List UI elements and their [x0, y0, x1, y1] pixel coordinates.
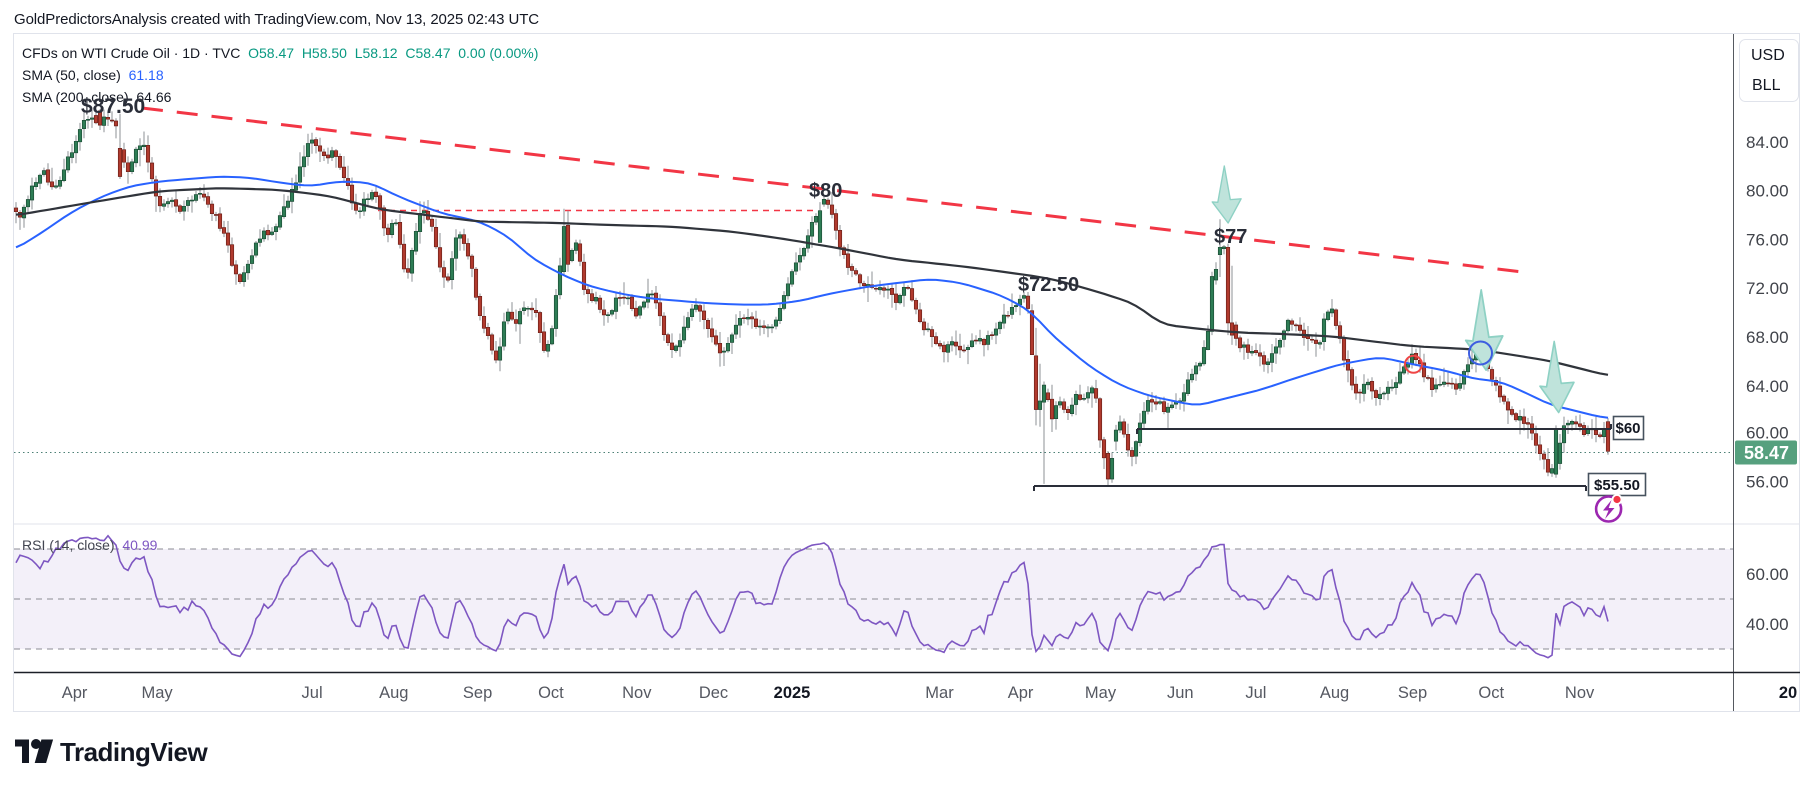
svg-text:20: 20 [1779, 684, 1797, 702]
svg-text:$77: $77 [1214, 226, 1247, 248]
svg-text:64.00: 64.00 [1746, 377, 1789, 396]
svg-text:Sep: Sep [1398, 684, 1427, 702]
svg-text:Oct: Oct [1478, 684, 1504, 702]
svg-text:68.00: 68.00 [1746, 328, 1789, 347]
svg-text:SMA (200, close) 64.66: SMA (200, close) 64.66 [22, 89, 172, 105]
svg-text:$87.50: $87.50 [81, 95, 145, 118]
svg-text:Oct: Oct [538, 684, 564, 702]
svg-text:BLL: BLL [1752, 77, 1781, 94]
svg-text:80.00: 80.00 [1746, 182, 1789, 201]
svg-text:$72.50: $72.50 [1018, 274, 1079, 296]
svg-text:2025: 2025 [774, 684, 811, 702]
svg-text:72.00: 72.00 [1746, 279, 1789, 298]
svg-text:Aug: Aug [379, 684, 408, 702]
svg-text:SMA (50, close) 61.18: SMA (50, close) 61.18 [22, 67, 164, 83]
svg-text:Apr: Apr [1008, 684, 1034, 702]
svg-text:60.00: 60.00 [1746, 565, 1789, 584]
svg-text:Mar: Mar [925, 684, 954, 702]
svg-text:58.47: 58.47 [1744, 443, 1789, 463]
svg-text:USD: USD [1751, 47, 1785, 64]
svg-text:84.00: 84.00 [1746, 133, 1789, 152]
svg-text:56.00: 56.00 [1746, 473, 1789, 492]
svg-text:Jul: Jul [302, 684, 323, 702]
svg-text:May: May [142, 684, 174, 702]
svg-text:GoldPredictorsAnalysis created: GoldPredictorsAnalysis created with Trad… [14, 11, 539, 28]
svg-text:Dec: Dec [699, 684, 728, 702]
svg-text:Nov: Nov [1565, 684, 1595, 702]
svg-text:Aug: Aug [1320, 684, 1349, 702]
svg-text:40.00: 40.00 [1746, 615, 1789, 634]
svg-text:76.00: 76.00 [1746, 230, 1789, 249]
svg-text:May: May [1085, 684, 1117, 702]
svg-text:Apr: Apr [62, 684, 88, 702]
svg-text:$60: $60 [1615, 420, 1640, 437]
svg-text:Jul: Jul [1245, 684, 1266, 702]
svg-text:TradingView: TradingView [60, 737, 208, 767]
svg-text:60.00: 60.00 [1746, 424, 1789, 443]
svg-text:Nov: Nov [622, 684, 652, 702]
svg-text:CFDs on WTI Crude Oil · 1D · T: CFDs on WTI Crude Oil · 1D · TVC O58.47 … [22, 45, 538, 61]
svg-text:Sep: Sep [463, 684, 492, 702]
svg-text:RSI (14, close) 40.99: RSI (14, close) 40.99 [22, 537, 158, 553]
svg-text:$55.50: $55.50 [1594, 477, 1640, 494]
svg-text:$80: $80 [809, 180, 842, 202]
svg-text:Jun: Jun [1167, 684, 1194, 702]
